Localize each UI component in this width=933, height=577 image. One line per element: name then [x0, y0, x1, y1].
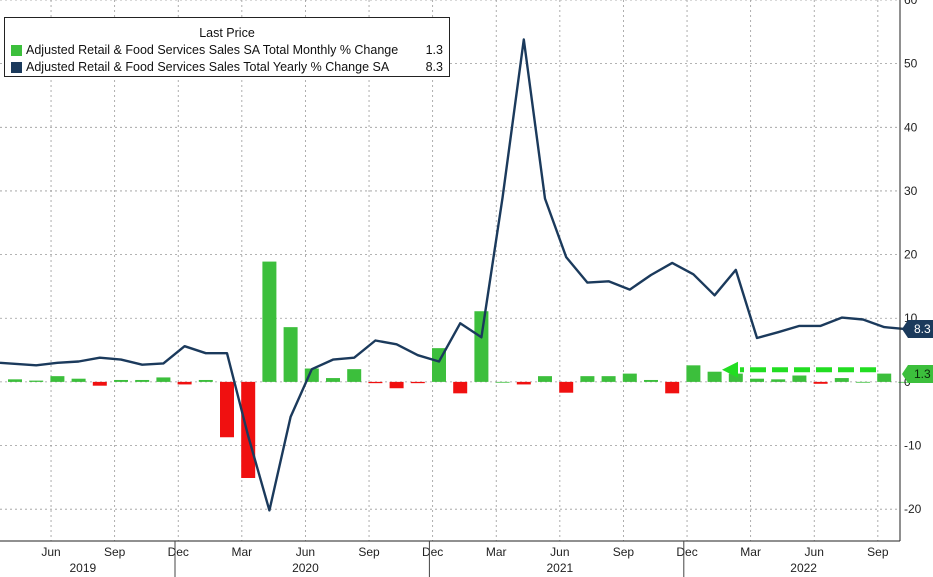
annotation-arrow-head — [722, 361, 738, 378]
x-tick-label: Jun — [41, 545, 60, 559]
monthly-bar — [728, 373, 743, 382]
legend-header: Last Price — [199, 26, 255, 40]
x-year-label: 2019 — [69, 561, 96, 575]
monthly-bar — [220, 381, 234, 438]
legend-item-monthly: Adjusted Retail & Food Services Sales SA… — [11, 42, 443, 58]
x-tick-label: Sep — [867, 545, 889, 559]
y-tick-label: -20 — [904, 502, 922, 516]
y-tick-label: 40 — [904, 120, 918, 134]
monthly-bar — [347, 369, 362, 382]
monthly-bar — [771, 379, 786, 382]
y-tick-label: 30 — [904, 184, 918, 198]
monthly-bar — [622, 373, 637, 382]
x-tick-label: Sep — [613, 545, 635, 559]
yearly-line-layer — [0, 38, 906, 512]
monthly-bar — [665, 381, 680, 394]
y-tick-label: 50 — [904, 57, 918, 71]
monthly-bar — [750, 378, 764, 382]
monthly-bar — [686, 365, 701, 382]
legend-swatch-monthly — [11, 44, 22, 56]
x-tick-label: Dec — [168, 545, 189, 559]
monthly-bar — [559, 381, 574, 393]
monthly-bar — [92, 381, 107, 386]
monthly-bar — [538, 376, 552, 382]
monthly-bar — [389, 381, 404, 389]
x-tick-label: Mar — [740, 545, 761, 559]
monthly-bar — [114, 379, 128, 382]
x-year-label: 2022 — [790, 561, 817, 575]
x-tick-label: Mar — [486, 545, 507, 559]
monthly-bar — [283, 327, 298, 382]
monthly-bar — [792, 375, 807, 382]
annotation-layer — [722, 361, 876, 378]
monthly-bar — [198, 379, 213, 382]
monthly-bar — [156, 377, 171, 382]
monthly-bar — [877, 373, 892, 382]
monthly-bar — [580, 376, 595, 382]
x-year-label: 2021 — [546, 561, 573, 575]
monthly-bar — [410, 381, 425, 384]
monthly-bar — [326, 378, 340, 382]
monthly-bar — [71, 378, 86, 382]
x-tick-label: Sep — [358, 545, 380, 559]
monthly-bar — [601, 376, 616, 382]
legend-value-yearly: 8.3 — [425, 60, 443, 74]
monthly-bar — [644, 379, 658, 382]
y-tick-label: 20 — [904, 248, 918, 262]
monthly-bar — [241, 381, 256, 478]
monthly-bar — [50, 376, 65, 382]
last-value-badge-yearly: 8.3 — [902, 320, 933, 339]
monthly-bar — [368, 381, 383, 384]
legend-value-monthly: 1.3 — [425, 43, 443, 57]
monthly-bar — [834, 378, 849, 382]
x-tick-label: Sep — [104, 545, 126, 559]
x-tick-label: Mar — [232, 545, 253, 559]
chart-legend: Last Price Adjusted Retail & Food Servic… — [4, 17, 450, 77]
x-tick-label: Jun — [805, 545, 824, 559]
grid-layer — [0, 0, 900, 541]
monthly-bar — [135, 379, 150, 382]
monthly-bar — [8, 379, 22, 382]
monthly-bar — [856, 381, 870, 383]
monthly-bar — [813, 381, 828, 384]
x-tick-label: Jun — [296, 545, 315, 559]
legend-swatch-yearly — [11, 61, 22, 73]
x-tick-label: Dec — [676, 545, 697, 559]
monthly-bar — [453, 381, 468, 394]
legend-label-yearly: Adjusted Retail & Food Services Sales To… — [26, 60, 390, 74]
legend-label-monthly: Adjusted Retail & Food Services Sales SA… — [26, 43, 399, 57]
monthly-bar — [474, 311, 489, 382]
monthly-bar — [262, 261, 277, 382]
monthly-bar — [29, 380, 44, 382]
monthly-bar — [177, 381, 192, 385]
monthly-bar — [516, 381, 531, 385]
x-year-label: 2020 — [292, 561, 319, 575]
yearly-line — [0, 38, 906, 512]
bars-layer — [8, 261, 913, 478]
y-tick-label: 60 — [904, 0, 918, 7]
x-tick-label: Jun — [550, 545, 569, 559]
x-tick-label: Dec — [422, 545, 443, 559]
legend-item-yearly: Adjusted Retail & Food Services Sales To… — [11, 59, 443, 75]
monthly-bar — [707, 371, 722, 382]
monthly-bar — [495, 381, 510, 383]
y-tick-label: -10 — [904, 439, 922, 453]
last-value-badge-monthly: 1.3 — [902, 364, 933, 383]
